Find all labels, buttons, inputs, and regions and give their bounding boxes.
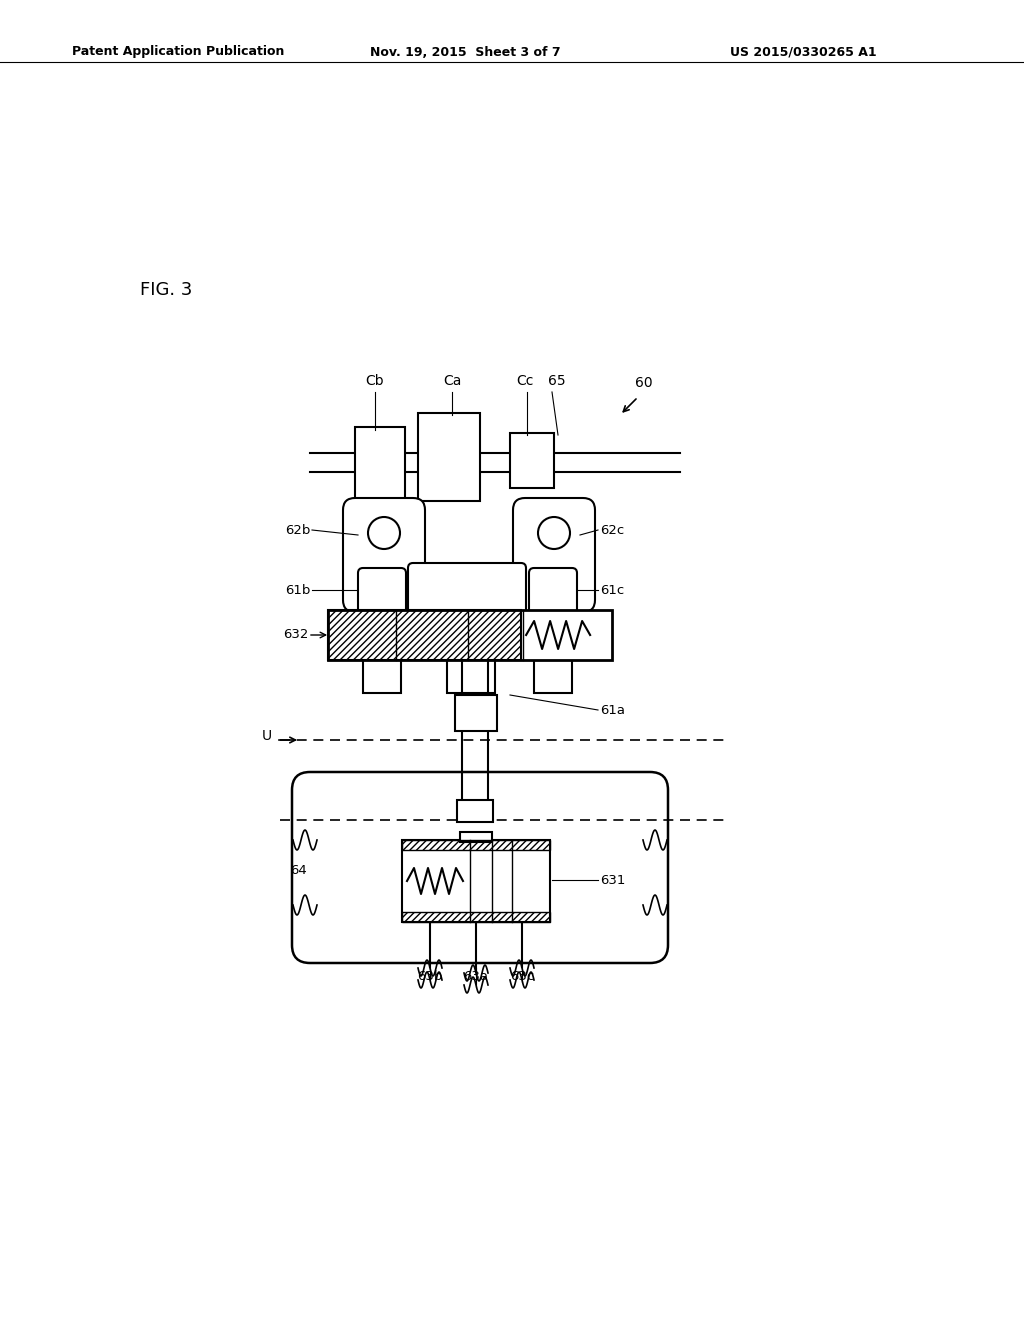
Text: FIG. 3: FIG. 3	[140, 281, 193, 300]
Bar	[362, 657, 401, 693]
Text: Patent Application Publication: Patent Application Publication	[72, 45, 285, 58]
Text: Nov. 19, 2015  Sheet 3 of 7: Nov. 19, 2015 Sheet 3 of 7	[370, 45, 560, 58]
Bar	[534, 657, 572, 693]
FancyBboxPatch shape	[513, 498, 595, 612]
Bar	[328, 610, 521, 660]
Text: 61b: 61b	[285, 583, 310, 597]
Bar	[402, 840, 550, 921]
Text: 632: 632	[283, 628, 308, 642]
Text: 62c: 62c	[600, 524, 625, 536]
Text: Ca: Ca	[442, 374, 461, 388]
Bar	[460, 832, 492, 842]
FancyBboxPatch shape	[408, 564, 526, 615]
FancyBboxPatch shape	[292, 772, 668, 964]
Text: 63c: 63c	[510, 970, 535, 983]
Text: 61a: 61a	[600, 704, 625, 717]
Bar	[455, 696, 497, 731]
Text: 65: 65	[548, 374, 565, 388]
Bar	[447, 657, 495, 693]
Circle shape	[368, 517, 400, 549]
Bar	[418, 413, 480, 502]
Text: Cc: Cc	[516, 374, 534, 388]
Text: U: U	[262, 729, 272, 743]
FancyBboxPatch shape	[343, 498, 425, 612]
Text: 63b: 63b	[418, 970, 442, 983]
Bar	[355, 426, 406, 499]
Text: Cb: Cb	[366, 374, 384, 388]
Text: 62b: 62b	[285, 524, 310, 536]
Text: 60: 60	[635, 376, 652, 389]
Bar	[457, 800, 493, 822]
Text: 63a: 63a	[464, 970, 488, 983]
Circle shape	[538, 517, 570, 549]
Bar	[328, 610, 612, 660]
Bar	[402, 840, 550, 850]
Text: 64: 64	[290, 863, 307, 876]
FancyBboxPatch shape	[529, 568, 577, 614]
FancyBboxPatch shape	[358, 568, 406, 614]
Text: 61c: 61c	[600, 583, 625, 597]
Text: 631: 631	[600, 874, 626, 887]
Text: US 2015/0330265 A1: US 2015/0330265 A1	[730, 45, 877, 58]
Bar	[402, 912, 550, 921]
Bar	[510, 433, 554, 488]
